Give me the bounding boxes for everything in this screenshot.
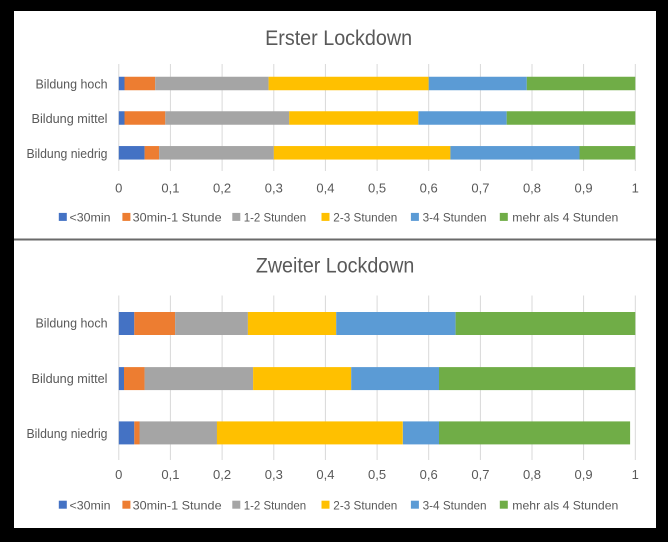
svg-text:1: 1 [632, 181, 639, 196]
svg-text:1-2 Stunden: 1-2 Stunden [244, 498, 307, 512]
svg-text:0,6: 0,6 [420, 467, 438, 482]
svg-text:0,2: 0,2 [213, 181, 231, 196]
svg-text:Erster Lockdown: Erster Lockdown [265, 27, 412, 50]
svg-text:0,5: 0,5 [368, 467, 386, 482]
svg-text:<30min: <30min [70, 498, 111, 512]
svg-text:Bildung niedrig: Bildung niedrig [27, 146, 108, 161]
svg-text:0,4: 0,4 [316, 467, 334, 482]
svg-text:mehr als 4 Stunden: mehr als 4 Stunden [512, 211, 618, 225]
svg-text:30min-1 Stunde: 30min-1 Stunde [133, 211, 222, 225]
svg-text:3-4 Stunden: 3-4 Stunden [423, 211, 487, 225]
svg-text:0,1: 0,1 [161, 181, 179, 196]
svg-text:<30min: <30min [70, 211, 111, 225]
svg-text:0,7: 0,7 [471, 181, 489, 196]
svg-text:1: 1 [632, 467, 639, 482]
svg-text:0: 0 [115, 467, 122, 482]
svg-text:mehr als 4 Stunden: mehr als 4 Stunden [512, 498, 618, 512]
svg-text:3-4 Stunden: 3-4 Stunden [423, 498, 487, 512]
svg-text:0,3: 0,3 [265, 467, 283, 482]
svg-text:0,8: 0,8 [523, 467, 541, 482]
svg-text:0,8: 0,8 [523, 181, 541, 196]
svg-text:0,6: 0,6 [420, 181, 438, 196]
svg-text:Bildung hoch: Bildung hoch [36, 76, 108, 91]
svg-text:0,5: 0,5 [368, 181, 386, 196]
svg-text:0,7: 0,7 [471, 467, 489, 482]
svg-text:30min-1 Stunde: 30min-1 Stunde [133, 498, 222, 512]
svg-text:Bildung mittel: Bildung mittel [32, 371, 108, 386]
svg-text:Bildung hoch: Bildung hoch [36, 316, 108, 331]
svg-text:0,1: 0,1 [161, 467, 179, 482]
svg-text:0,9: 0,9 [575, 467, 593, 482]
svg-text:Bildung niedrig: Bildung niedrig [27, 426, 108, 441]
svg-text:2-3 Stunden: 2-3 Stunden [333, 498, 397, 512]
svg-text:Bildung mittel: Bildung mittel [32, 111, 108, 126]
svg-text:1-2 Stunden: 1-2 Stunden [244, 211, 307, 225]
svg-text:0,2: 0,2 [213, 467, 231, 482]
svg-text:0: 0 [115, 181, 122, 196]
svg-text:Zweiter Lockdown: Zweiter Lockdown [256, 254, 415, 277]
svg-text:0,3: 0,3 [265, 181, 283, 196]
svg-text:0,9: 0,9 [575, 181, 593, 196]
svg-text:2-3 Stunden: 2-3 Stunden [333, 211, 397, 225]
svg-text:0,4: 0,4 [316, 181, 334, 196]
